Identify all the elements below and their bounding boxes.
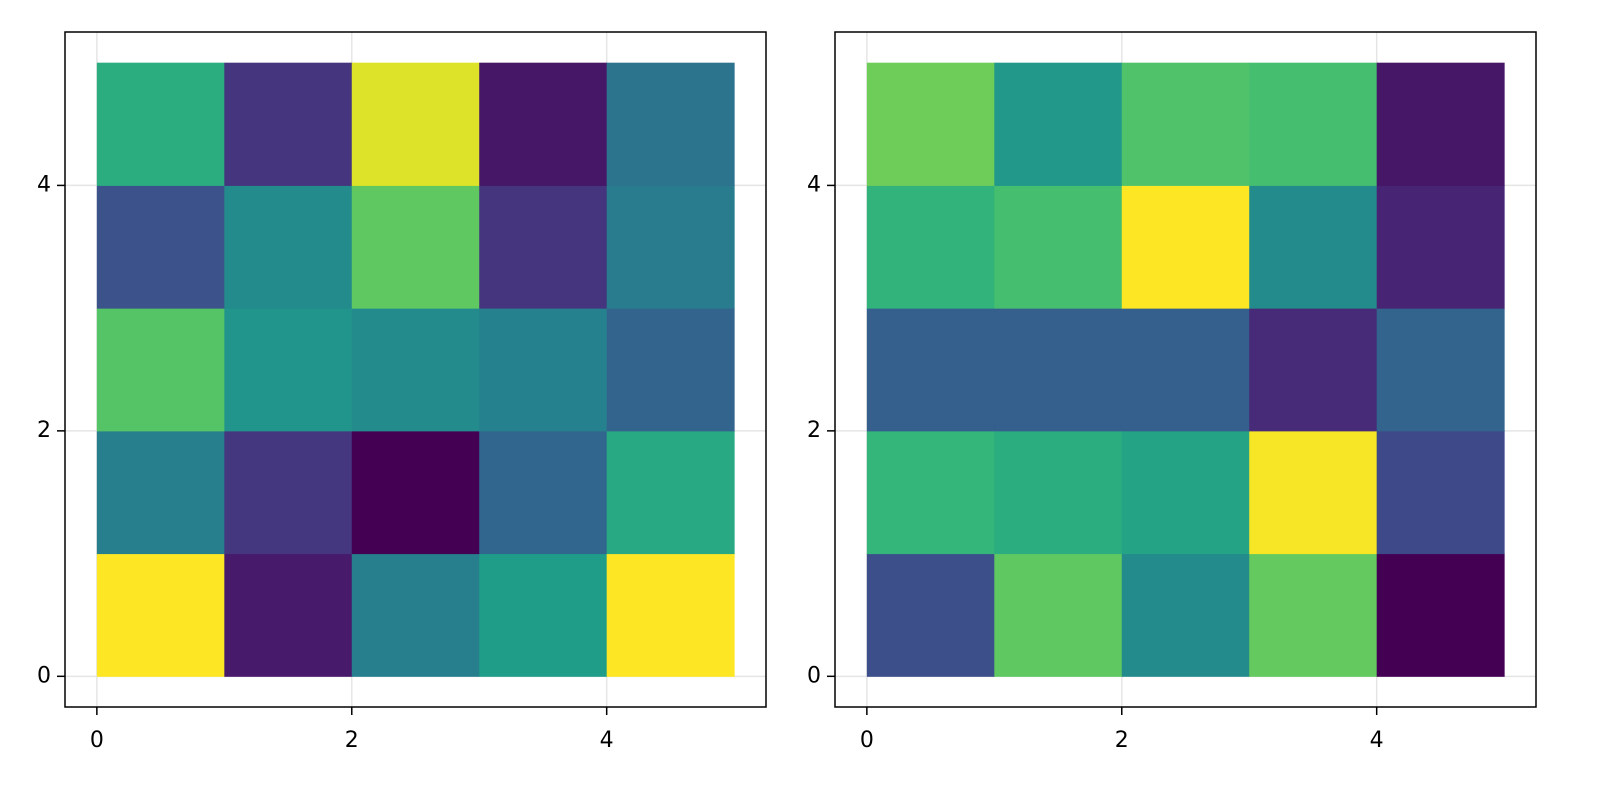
heatmap-cell — [96, 62, 225, 186]
x-tick-label: 4 — [1370, 728, 1384, 753]
heatmap-cell — [606, 553, 735, 677]
y-tick-label: 4 — [37, 172, 51, 197]
heatmap-cell — [351, 553, 480, 677]
heatmap-cell — [1376, 308, 1505, 432]
y-tick-label: 2 — [37, 418, 51, 443]
heatmap-cell — [1121, 553, 1250, 677]
heatmap-cell — [1121, 185, 1250, 309]
y-tick-label: 2 — [807, 418, 821, 443]
heatmap-cell — [479, 62, 608, 186]
heatmap-cell — [606, 430, 735, 555]
heatmap-cell — [866, 430, 995, 555]
heatmap-cell — [1121, 308, 1250, 432]
heatmap-cell — [351, 185, 480, 309]
heatmap-cell — [224, 308, 353, 432]
heatmap-cell — [606, 62, 735, 186]
heatmap-cell — [351, 430, 480, 555]
heatmap-cell — [994, 62, 1123, 186]
heatmap-cell — [479, 308, 608, 432]
heatmap-cell — [1249, 62, 1378, 186]
x-tick-label: 0 — [90, 728, 104, 753]
x-tick-label: 0 — [860, 728, 874, 753]
heatmap-cell — [994, 185, 1123, 309]
x-tick-label: 2 — [345, 728, 359, 753]
heatmap-cell — [351, 308, 480, 432]
heatmap-cell — [1249, 308, 1378, 432]
heatmap-cell — [1249, 553, 1378, 677]
y-tick-label: 4 — [807, 172, 821, 197]
heatmap-cell — [866, 62, 995, 186]
heatmap-cell — [994, 430, 1123, 555]
heatmap-cell — [1376, 62, 1505, 186]
heatmap-cell — [866, 185, 995, 309]
heatmap-cell — [479, 185, 608, 309]
heatmap-cell — [606, 308, 735, 432]
heatmap-cell — [96, 430, 225, 555]
heatmap-cell — [1121, 430, 1250, 555]
heatmap-cell — [224, 185, 353, 309]
heatmap-cell — [866, 553, 995, 677]
heatmap-cell — [479, 430, 608, 555]
heatmap-cell — [96, 553, 225, 677]
x-tick-label: 2 — [1115, 728, 1129, 753]
heatmap-cell — [479, 553, 608, 677]
heatmap-cell — [1376, 553, 1505, 677]
axes-frame — [834, 31, 1537, 708]
heatmap-cell — [96, 185, 225, 309]
axes-frame — [64, 31, 767, 708]
heatmap-cell — [994, 308, 1123, 432]
heatmap-cell — [994, 553, 1123, 677]
heatmap-cell — [224, 553, 353, 677]
y-tick-label: 0 — [37, 663, 51, 688]
heatmap-cell — [224, 430, 353, 555]
heatmap-cell — [224, 62, 353, 186]
x-tick-label: 4 — [600, 728, 614, 753]
heatmap-cell — [866, 308, 995, 432]
heatmap-cell — [1376, 430, 1505, 555]
heatmap-cell — [1249, 430, 1378, 555]
heatmap-cell — [1121, 62, 1250, 186]
heatmap-cell — [606, 185, 735, 309]
heatmap-cell — [1249, 185, 1378, 309]
heatmap-cell — [351, 62, 480, 186]
heatmap-cell — [1376, 185, 1505, 309]
y-tick-label: 0 — [807, 663, 821, 688]
heatmap-cell — [96, 308, 225, 432]
